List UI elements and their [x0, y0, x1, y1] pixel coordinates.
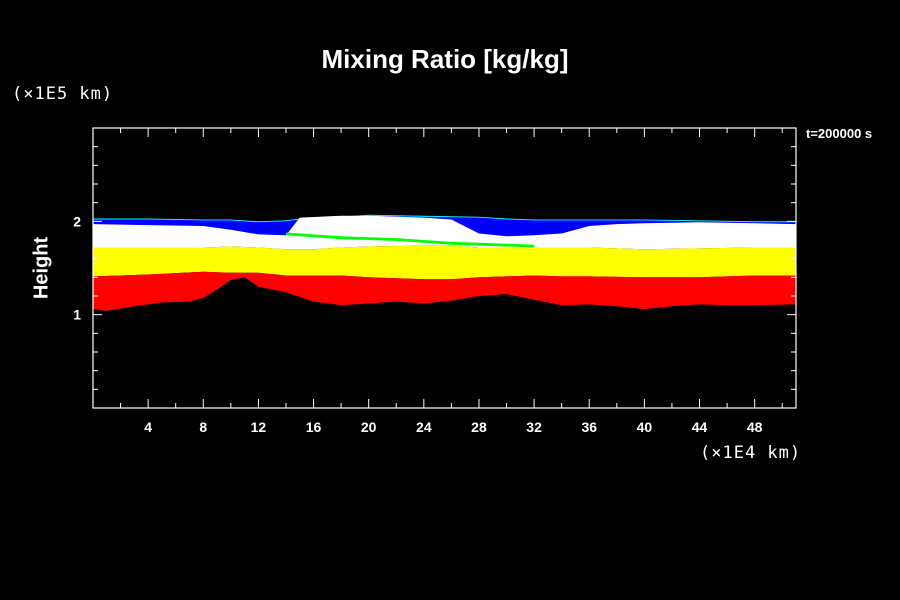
chart-title: Mixing Ratio [kg/kg] — [321, 44, 569, 74]
y-axis-unit-label: (×1E5 km) — [12, 84, 114, 104]
layer-white-2 — [93, 215, 796, 250]
x-tick-label: 8 — [199, 419, 207, 435]
x-tick-label: 20 — [361, 419, 377, 435]
x-tick-label: 28 — [471, 419, 487, 435]
x-tick-label: 4 — [144, 419, 152, 435]
x-tick-label: 40 — [637, 419, 653, 435]
x-tick-label: 48 — [747, 419, 763, 435]
mixing-ratio-layers — [93, 214, 796, 311]
y-tick-label: 1 — [73, 307, 81, 323]
x-tick-label: 36 — [581, 419, 597, 435]
x-axis-unit-label: (×1E4 km) — [700, 443, 802, 463]
time-label: t=200000 s — [806, 126, 873, 141]
layer-green-4 — [286, 232, 535, 248]
x-tick-label: 12 — [251, 419, 267, 435]
y-tick-label: 2 — [73, 213, 81, 229]
layer-yellow-3 — [93, 245, 796, 280]
x-tick-label: 32 — [526, 419, 542, 435]
x-tick-label: 24 — [416, 419, 432, 435]
plot-frame — [92, 127, 797, 409]
layer-red-5 — [93, 271, 796, 311]
x-tick-label: 44 — [692, 419, 708, 435]
x-tick-label: 16 — [306, 419, 322, 435]
